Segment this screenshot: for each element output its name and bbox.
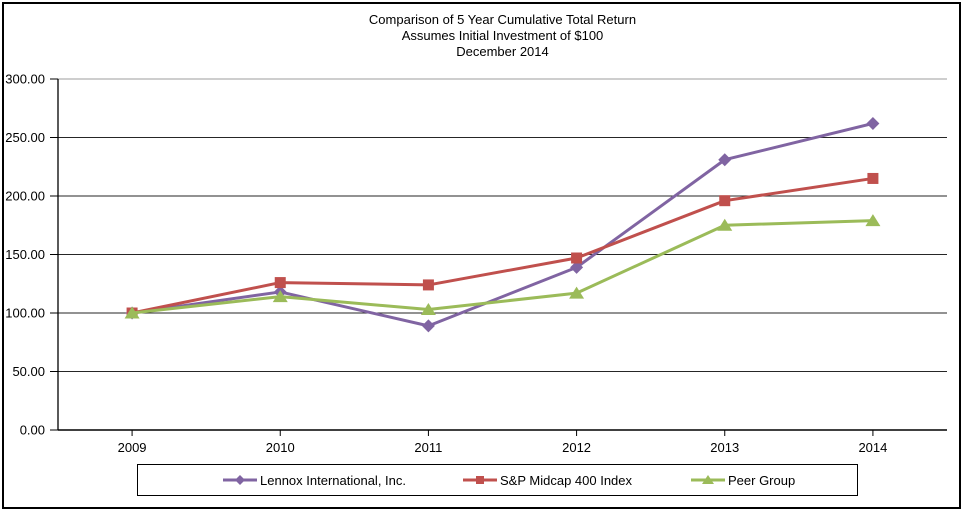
series-marker [420,302,436,315]
x-axis-tick-label: 2010 [266,440,295,455]
title-line-3: December 2014 [456,44,549,59]
series-marker [421,319,435,333]
series-marker [719,195,731,207]
series-marker [274,277,286,289]
series-marker [272,290,288,303]
legend-item-lennox: Lennox International, Inc. [223,465,406,495]
series-line [131,219,873,315]
x-axis-tick-label: 2014 [858,440,887,455]
chart-title: Comparison of 5 Year Cumulative Total Re… [58,12,947,60]
x-axis-tick-label: 2012 [562,440,591,455]
series-marker [571,252,583,264]
series-marker [718,153,732,167]
chart-legend: Lennox International, Inc. S&P Midcap 40… [137,464,858,496]
x-axis-tick-label: 2013 [710,440,739,455]
y-axis-tick-label: 100.00 [5,306,45,321]
series-marker [865,214,881,227]
x-axis-tick-label: 2011 [414,440,442,455]
series-marker [569,286,585,299]
legend-item-sp-midcap: S&P Midcap 400 Index [463,465,632,495]
legend-item-peer-group: Peer Group [691,465,795,495]
x-axis-tick-label: 2009 [118,440,147,455]
y-axis-tick-label: 200.00 [5,189,45,204]
series-peer-group [124,214,881,319]
title-line-2: Assumes Initial Investment of $100 [401,28,604,43]
series-marker [866,116,880,130]
series-marker [867,172,879,184]
series-marker [422,279,434,291]
series-marker [476,476,484,484]
series-marker [235,475,245,485]
y-axis-tick-label: 50.00 [12,364,45,379]
series-marker [124,306,140,319]
series-line [131,176,874,315]
legend-label-sp-midcap: S&P Midcap 400 Index [500,472,633,488]
y-axis-tick-label: 150.00 [5,247,45,262]
series-marker [570,260,584,274]
y-axis-tick-label: 0.00 [20,423,45,438]
legend-swatch-peer-group-icon [691,475,725,484]
legend-label-lennox: Lennox International, Inc. [260,472,406,488]
legend-label-peer-group: Peer Group [728,472,796,488]
legend-swatch-sp-midcap-icon [463,476,497,484]
series-marker [702,475,714,484]
series-marker [717,218,733,231]
y-axis-tick-label: 250.00 [5,130,45,145]
legend-swatch-lennox-icon [223,475,257,485]
title-line-1: Comparison of 5 Year Cumulative Total Re… [368,12,637,27]
series-line [131,122,874,328]
y-axis-tick-label: 300.00 [5,72,45,87]
